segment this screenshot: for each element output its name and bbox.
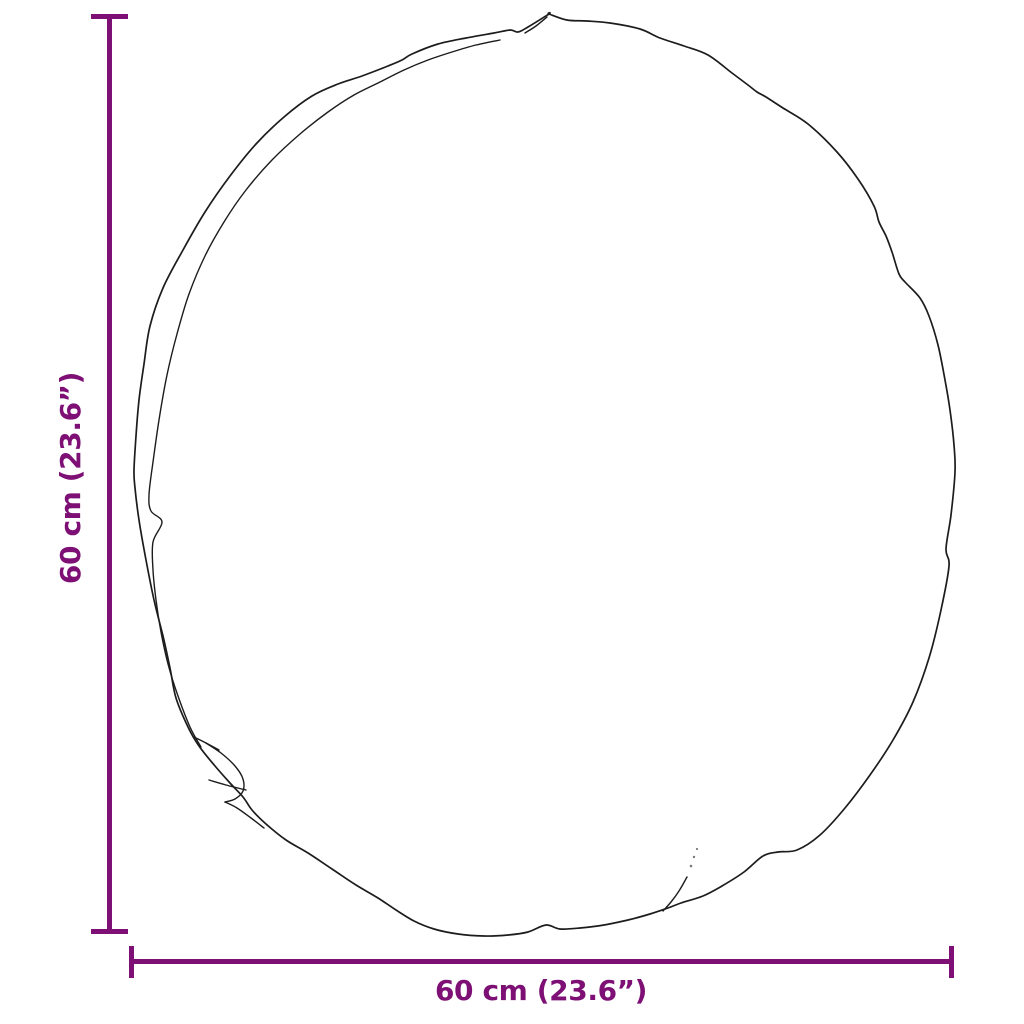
top-fold-line-icon [524,16,548,34]
left-fold-flap-icon [205,742,245,803]
stitch-dot-icon [692,855,696,859]
horizontal-dimension-line [131,959,952,964]
bottom-fold-line-icon [662,876,688,912]
pouf-inner-seam-icon [148,39,501,748]
vertical-dimension-label: 60 cm (23.6”) [54,371,87,585]
left-fold-crease2-icon [208,779,247,791]
stitch-dot-icon [689,864,693,868]
horizontal-dimension-label: 60 cm (23.6”) [434,974,648,1007]
pouf-outline-icon [133,11,957,937]
horizontal-dimension-cap-right [949,946,954,978]
stitch-dot-icon [695,847,699,851]
horizontal-dimension-cap-left [129,946,134,978]
vertical-dimension-cap-top [91,14,128,19]
vertical-dimension-line [107,16,112,931]
left-fold-tail-icon [224,801,265,829]
vertical-dimension-cap-bottom [91,929,128,934]
